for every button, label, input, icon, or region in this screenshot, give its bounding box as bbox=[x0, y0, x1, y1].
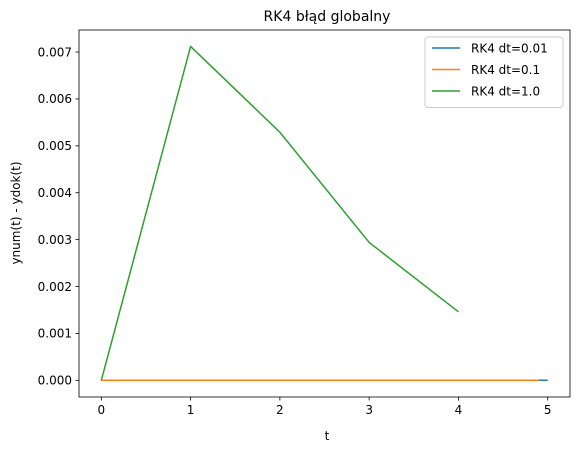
y-axis-label: ynum(t) - ydok(t) bbox=[9, 161, 23, 264]
x-tick-label: 4 bbox=[455, 403, 463, 417]
y-tick-label: 0.002 bbox=[38, 280, 72, 294]
x-tick-label: 3 bbox=[365, 403, 373, 417]
y-tick-label: 0.006 bbox=[38, 92, 72, 106]
y-tick-label: 0.001 bbox=[38, 327, 72, 341]
legend: RK4 dt=0.01 RK4 dt=0.1 RK4 dt=1.0 bbox=[425, 37, 563, 108]
legend-entry-label: RK4 dt=0.1 bbox=[471, 63, 540, 77]
x-tick-label: 5 bbox=[544, 403, 552, 417]
x-tick-label: 1 bbox=[187, 403, 195, 417]
y-tick-label: 0.000 bbox=[38, 374, 72, 388]
y-tick-label: 0.005 bbox=[38, 139, 72, 153]
chart-title: RK4 błąd globalny bbox=[264, 9, 391, 25]
y-tick-label: 0.003 bbox=[38, 233, 72, 247]
y-tick-label: 0.004 bbox=[38, 186, 72, 200]
x-tick-label: 0 bbox=[97, 403, 105, 417]
legend-entry-label: RK4 dt=0.01 bbox=[471, 41, 548, 55]
x-tick-label: 2 bbox=[276, 403, 284, 417]
y-tick-label: 0.007 bbox=[38, 45, 72, 59]
x-axis-label: t bbox=[325, 429, 330, 443]
legend-entry-label: RK4 dt=1.0 bbox=[471, 84, 540, 98]
